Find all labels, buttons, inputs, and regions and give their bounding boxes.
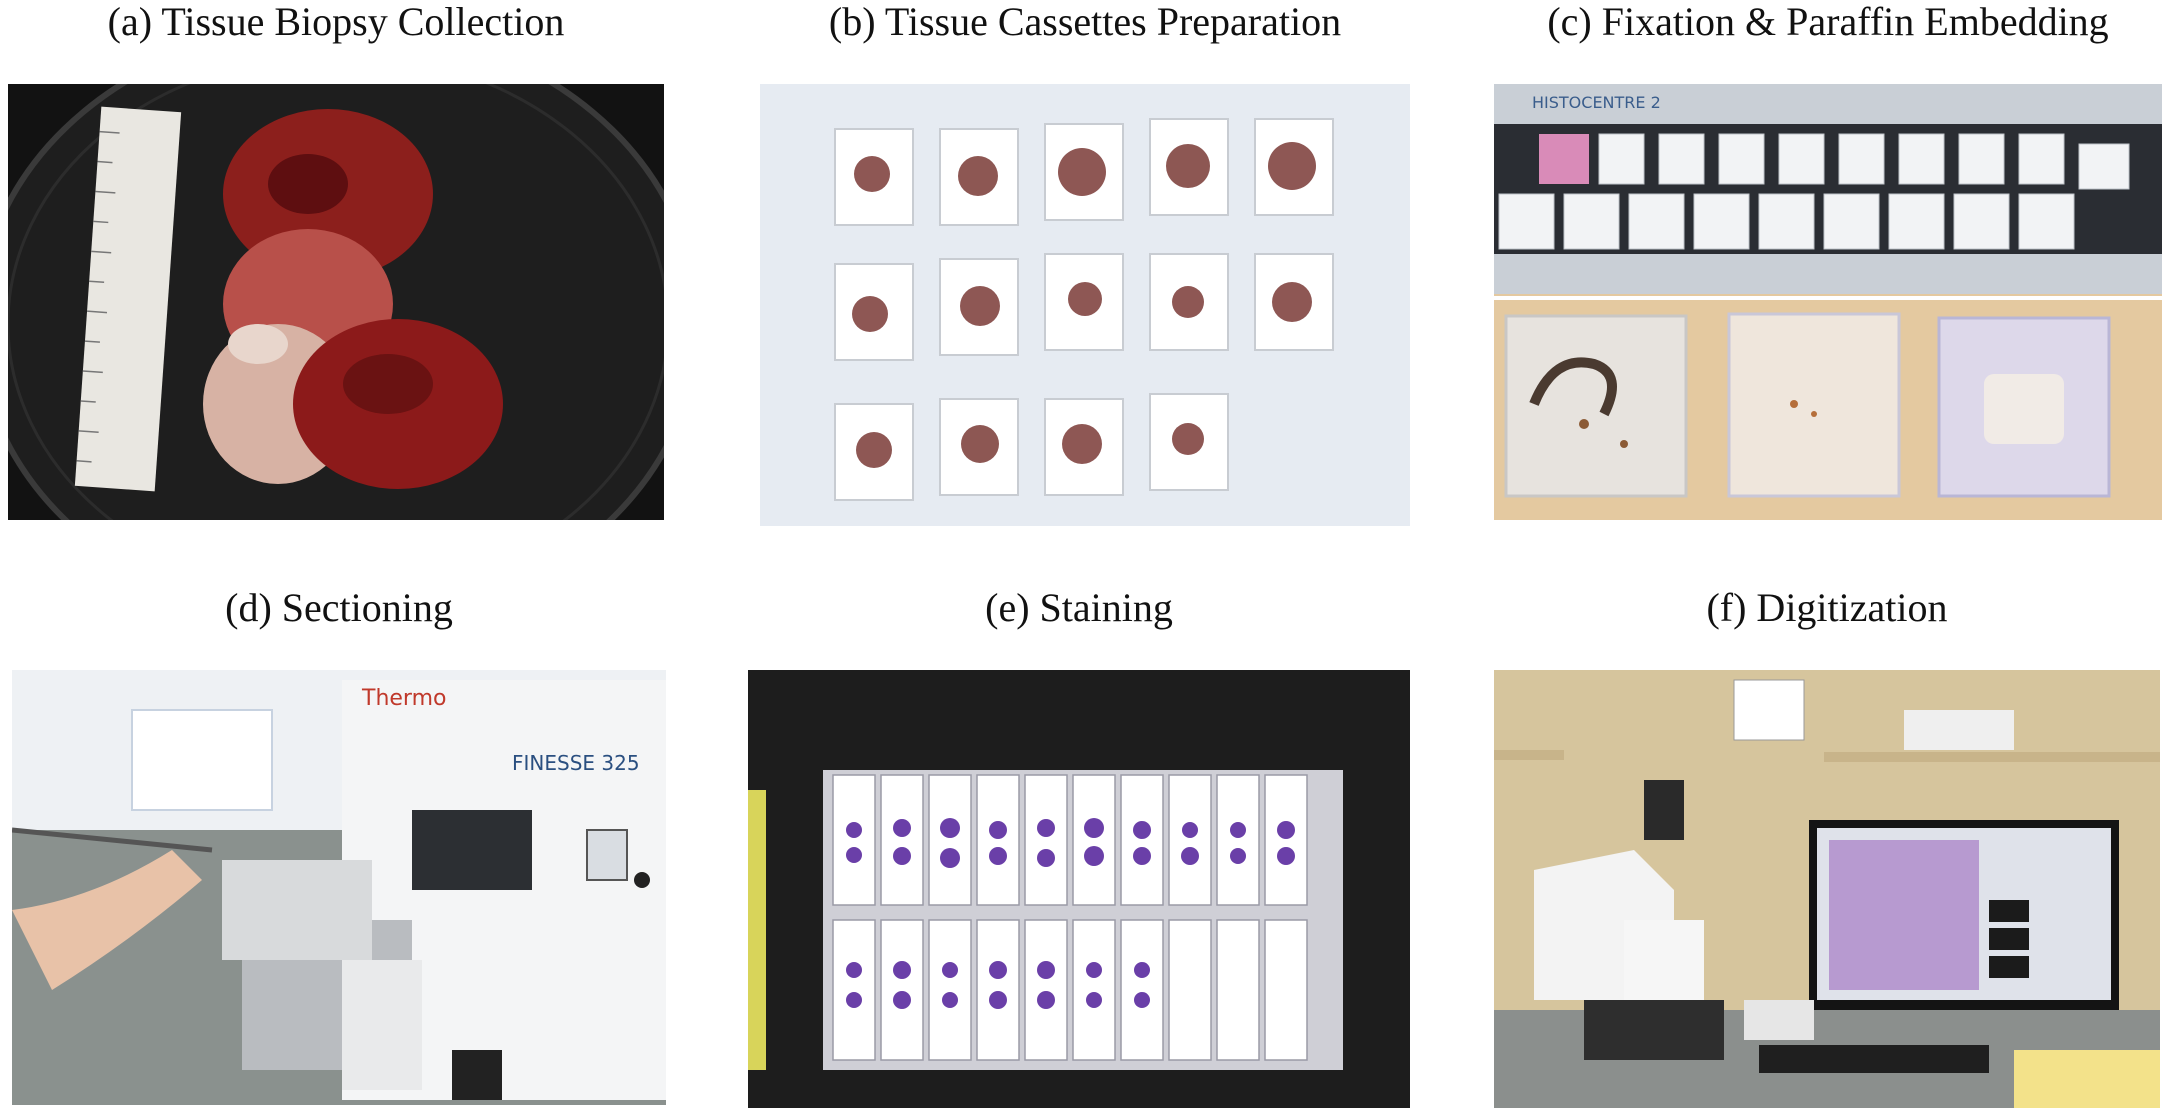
panel-f: (f) Digitization: [1494, 586, 2160, 1116]
sectioning-photo: Thermo FINESSE 325: [12, 670, 666, 1105]
panel-caption: (d) Sectioning: [225, 585, 453, 630]
panel-caption: (f) Digitization: [1706, 585, 1948, 630]
panel-caption: (c) Fixation & Paraffin Embedding: [1547, 0, 2109, 44]
tissue-cassettes-photo: [760, 84, 1410, 526]
panel-a: (a) Tissue Biopsy Collection: [8, 0, 664, 530]
tissue-biopsy-photo: [8, 84, 664, 520]
staining-photo: [748, 670, 1410, 1108]
digitization-photo: [1494, 670, 2160, 1108]
panel-b: (b) Tissue Cassettes Preparation: [760, 0, 1410, 530]
panel-d: (d) Sectioning Thermo FINESSE 325: [12, 586, 666, 1116]
finesse-label: FINESSE 325: [512, 751, 640, 775]
panel-e: (e) Staining: [748, 586, 1410, 1116]
histocentre-label: HISTOCENTRE 2: [1532, 93, 1661, 112]
panel-caption: (a) Tissue Biopsy Collection: [107, 0, 565, 44]
paraffin-embedding-photo: HISTOCENTRE 2: [1494, 84, 2162, 520]
panel-c: (c) Fixation & Paraffin Embedding HISTOC…: [1494, 0, 2162, 530]
panel-caption: (e) Staining: [985, 585, 1173, 630]
thermo-brand-label: Thermo: [361, 686, 446, 711]
panel-caption: (b) Tissue Cassettes Preparation: [828, 0, 1342, 44]
